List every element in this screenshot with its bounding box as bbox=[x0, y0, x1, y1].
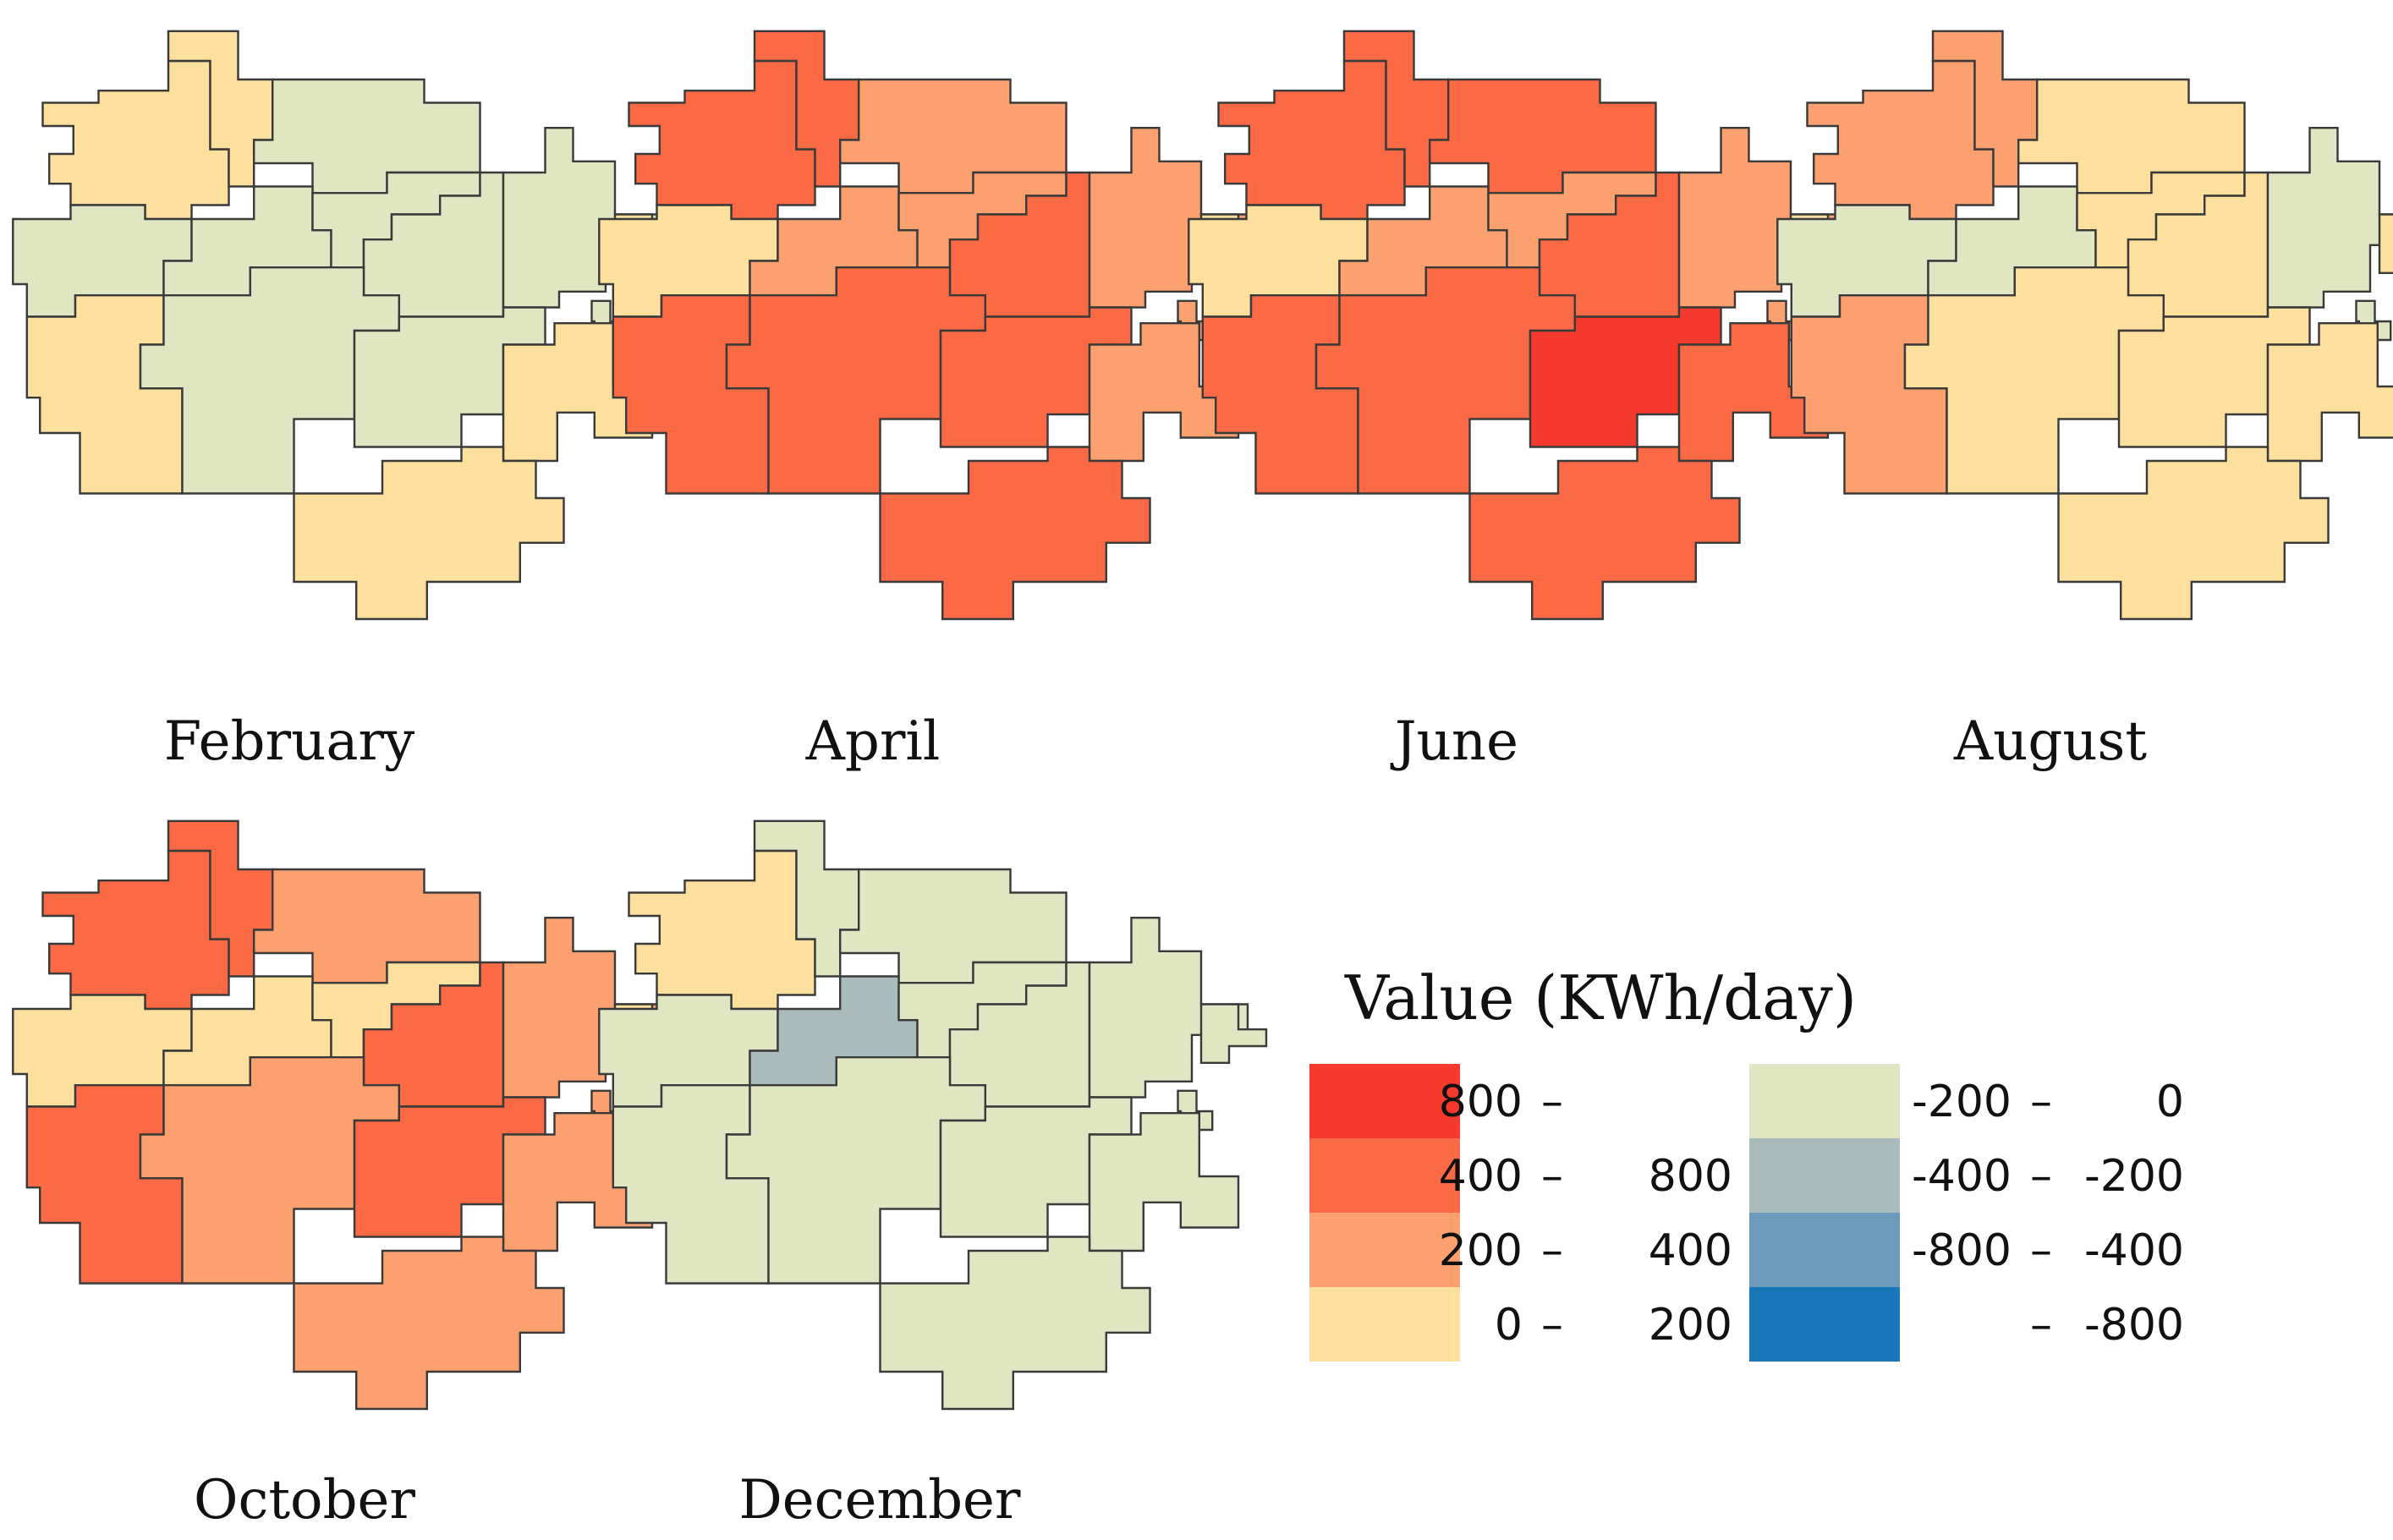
map-label-december: December bbox=[738, 1469, 1020, 1532]
legend-label-from-c0: 0 bbox=[1495, 1300, 1523, 1351]
legend-swatch-c0 bbox=[1309, 1287, 1460, 1362]
legend-swatch-cm200 bbox=[1749, 1064, 1900, 1138]
region-fs-april bbox=[879, 446, 1151, 621]
map-label-april: April bbox=[805, 710, 941, 773]
legend-swatch-cmin bbox=[1749, 1287, 1900, 1362]
legend-dash-c200: – bbox=[1541, 1225, 1563, 1276]
legend-dash-c400: – bbox=[1541, 1151, 1563, 1202]
region-e-august bbox=[2266, 126, 2393, 309]
maps-layer: February April June August October December bbox=[12, 30, 2393, 1532]
region-nw-february bbox=[41, 59, 230, 221]
legend-label-from-cm400: -400 bbox=[1912, 1151, 2012, 1202]
region-sw-december bbox=[612, 1083, 770, 1285]
legend-label-from-c400: 400 bbox=[1439, 1151, 1523, 1202]
map-label-june: June bbox=[1390, 710, 1518, 773]
region-se-august bbox=[2266, 321, 2393, 463]
map-february bbox=[12, 30, 682, 621]
map-label-february: February bbox=[164, 710, 414, 773]
map-april bbox=[598, 30, 1268, 621]
legend-label-from-cm200: -200 bbox=[1912, 1077, 2012, 1127]
legend-swatch-c400 bbox=[1309, 1138, 1460, 1213]
legend-label-to-c0: 200 bbox=[1649, 1300, 1732, 1351]
legend-label-to-cm400: -200 bbox=[2084, 1151, 2184, 1202]
legend-label-to-c400: 800 bbox=[1649, 1151, 1732, 1202]
region-nw-august bbox=[1806, 59, 1995, 221]
region-fs-february bbox=[293, 446, 565, 621]
legend: Value (KWh/day) 800 –400–800200–4000–200-… bbox=[1309, 962, 2184, 1362]
region-sw-february bbox=[25, 293, 184, 495]
legend-dash-cm400: – bbox=[2030, 1151, 2052, 1202]
legend-title: Value (KWh/day) bbox=[1344, 962, 1857, 1033]
legend-dash-c0: – bbox=[1541, 1300, 1563, 1351]
region-fs-august bbox=[2057, 446, 2330, 621]
region-sw-october bbox=[25, 1083, 184, 1285]
region-fs-october bbox=[293, 1236, 565, 1411]
region-i1-august bbox=[2378, 213, 2393, 275]
region-nw-december bbox=[628, 849, 816, 1011]
map-label-august: August bbox=[1953, 710, 2147, 773]
region-i1-december bbox=[1199, 1003, 1268, 1065]
legend-label-to-cm200: 0 bbox=[2156, 1077, 2184, 1127]
region-e-december bbox=[1088, 916, 1249, 1099]
region-fs-june bbox=[1468, 446, 1741, 621]
legend-label-from-cm800: -800 bbox=[1912, 1225, 2012, 1276]
region-fs-december bbox=[879, 1236, 1151, 1411]
map-august bbox=[1776, 30, 2393, 621]
legend-dash-cmin: – bbox=[2030, 1300, 2052, 1351]
region-nw-april bbox=[628, 59, 816, 221]
region-sw-august bbox=[1790, 293, 1948, 495]
legend-label-from-c200: 200 bbox=[1439, 1225, 1523, 1276]
legend-label-to-c200: 400 bbox=[1649, 1225, 1732, 1276]
region-sw-april bbox=[612, 293, 770, 495]
region-se-december bbox=[1088, 1111, 1240, 1252]
map-december bbox=[598, 819, 1268, 1411]
map-october bbox=[12, 819, 682, 1411]
legend-swatch-c200 bbox=[1309, 1213, 1460, 1287]
legend-swatch-cm800 bbox=[1749, 1213, 1900, 1287]
region-nw-october bbox=[41, 849, 230, 1011]
region-nw-june bbox=[1217, 59, 1406, 221]
map-label-october: October bbox=[194, 1469, 415, 1532]
map-june bbox=[1188, 30, 1858, 621]
legend-label-to-cmin: -800 bbox=[2084, 1300, 2184, 1351]
legend-swatch-cm400 bbox=[1749, 1138, 1900, 1213]
legend-dash-c800: – bbox=[1541, 1077, 1563, 1127]
legend-dash-cm200: – bbox=[2030, 1077, 2052, 1127]
legend-swatch-c800 bbox=[1309, 1064, 1460, 1138]
legend-label-to-cm800: -400 bbox=[2084, 1225, 2184, 1276]
legend-dash-cm800: – bbox=[2030, 1225, 2052, 1276]
region-sw-june bbox=[1201, 293, 1359, 495]
legend-label-from-c800: 800 bbox=[1439, 1077, 1523, 1127]
